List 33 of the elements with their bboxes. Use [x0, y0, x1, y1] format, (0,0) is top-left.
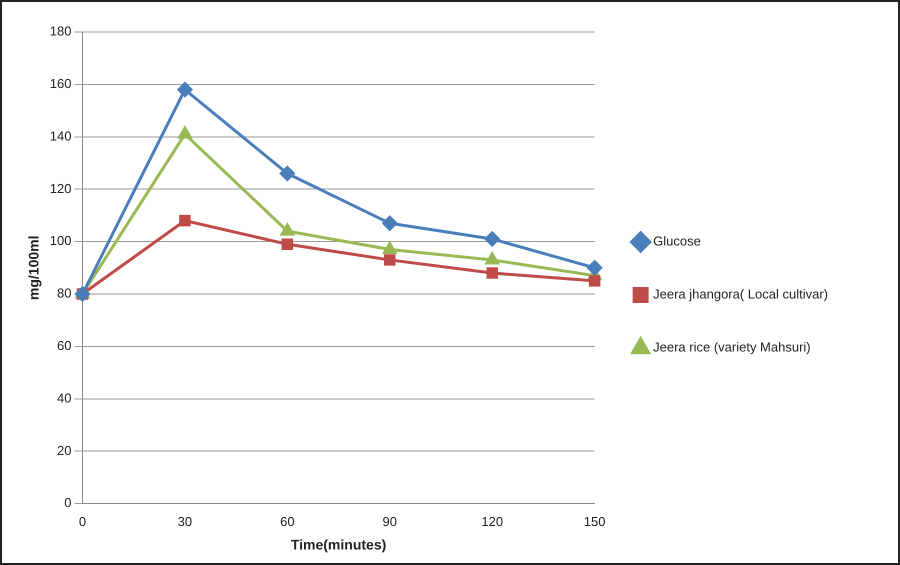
y-tick-label: 20 — [57, 442, 72, 458]
y-tick-label: 180 — [50, 24, 72, 39]
y-tick-label: 140 — [50, 128, 72, 144]
x-tick-label: 150 — [584, 514, 606, 529]
point — [280, 224, 294, 236]
y-tick-label: 160 — [50, 76, 72, 91]
point — [486, 267, 498, 279]
y-tick-label: 60 — [57, 338, 72, 353]
x-tick-label: 120 — [481, 514, 504, 529]
point — [179, 214, 191, 226]
y-tick-label: 0 — [64, 495, 72, 510]
point — [484, 231, 500, 246]
point — [282, 238, 294, 250]
y-axis-title: mg/100ml — [25, 236, 42, 300]
legend-label: Glucose — [653, 234, 701, 249]
x-tick-label: 90 — [382, 514, 398, 529]
point — [588, 275, 600, 287]
x-tick-label: 60 — [280, 514, 295, 529]
point — [384, 254, 396, 266]
x-tick-label: 0 — [78, 514, 86, 529]
y-tick-label: 120 — [50, 180, 72, 196]
y-tick-label: 40 — [57, 390, 72, 406]
y-tick-label: 80 — [57, 286, 72, 301]
point — [178, 126, 192, 139]
legend-label: Jeera jhangora( Local cultivar) — [653, 286, 828, 302]
point — [587, 260, 602, 276]
legend-label: Jeera rice (variety Mahsuri) — [653, 340, 811, 355]
point — [177, 82, 192, 98]
x-tick-label: 30 — [178, 514, 192, 529]
y-tick-label: 100 — [50, 233, 72, 248]
point — [382, 216, 398, 231]
x-axis-title: Time(minutes) — [290, 536, 386, 552]
point — [280, 166, 295, 181]
